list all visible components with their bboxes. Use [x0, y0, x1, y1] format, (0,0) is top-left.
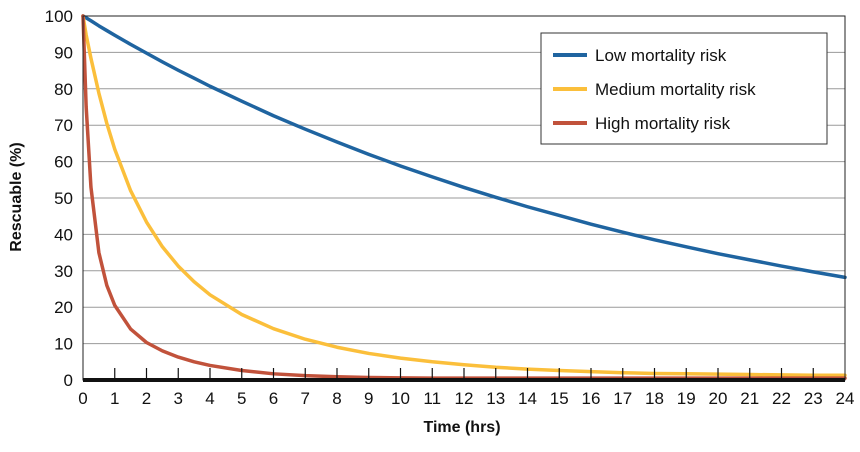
x-tick-label-10: 10	[391, 389, 410, 408]
y-tick-label-90: 90	[54, 43, 73, 62]
x-tick-label-20: 20	[709, 389, 728, 408]
x-tick-label-6: 6	[269, 389, 278, 408]
y-tick-label-10: 10	[54, 335, 73, 354]
x-tick-label-16: 16	[582, 389, 601, 408]
axes	[82, 15, 846, 382]
x-tick-label-21: 21	[740, 389, 759, 408]
legend: Low mortality risk Medium mortality risk H…	[540, 32, 828, 145]
legend-label-medium-mortality-risk: Medium mortality risk	[595, 80, 756, 99]
x-tick-label-0: 0	[78, 389, 87, 408]
y-tick-label-70: 70	[54, 116, 73, 135]
y-tick-label-50: 50	[54, 189, 73, 208]
x-tick-label-4: 4	[205, 389, 214, 408]
x-tick-label-13: 13	[486, 389, 505, 408]
x-tick-label-18: 18	[645, 389, 664, 408]
x-tick-label-3: 3	[174, 389, 183, 408]
legend-label-low-mortality-risk: Low mortality risk	[595, 46, 727, 65]
series-line-low-mortality-risk	[81, 14, 847, 280]
x-tick-label-14: 14	[518, 389, 537, 408]
y-tick-label-20: 20	[54, 298, 73, 317]
x-tick-label-11: 11	[423, 389, 441, 408]
y-tick-label-30: 30	[54, 262, 73, 281]
y-tick-label-60: 60	[54, 153, 73, 172]
x-tick-label-1: 1	[110, 389, 119, 408]
y-tick-label-100: 100	[45, 7, 73, 26]
x-tick-label-17: 17	[613, 389, 632, 408]
x-tick-label-22: 22	[772, 389, 791, 408]
x-tick-label-9: 9	[364, 389, 373, 408]
legend-label-high-mortality-risk: High mortality risk	[595, 114, 731, 133]
x-tick-label-23: 23	[804, 389, 823, 408]
series-line-medium-mortality-risk	[81, 14, 847, 378]
x-tick-label-7: 7	[301, 389, 310, 408]
y-tick-label-0: 0	[64, 371, 73, 390]
legend-box	[540, 32, 828, 145]
x-tick-label-2: 2	[142, 389, 151, 408]
x-tick-label-24: 24	[836, 389, 855, 408]
y-axis-title: Rescuable (%)	[8, 142, 25, 251]
y-tick-label-40: 40	[54, 225, 73, 244]
x-tick-label-5: 5	[237, 389, 246, 408]
x-tick-label-19: 19	[677, 389, 696, 408]
x-tick-label-15: 15	[550, 389, 569, 408]
y-tick-label-80: 80	[54, 80, 73, 99]
x-axis-title: Time (hrs)	[423, 419, 500, 436]
x-tick-label-8: 8	[332, 389, 341, 408]
x-tick-label-12: 12	[455, 389, 474, 408]
